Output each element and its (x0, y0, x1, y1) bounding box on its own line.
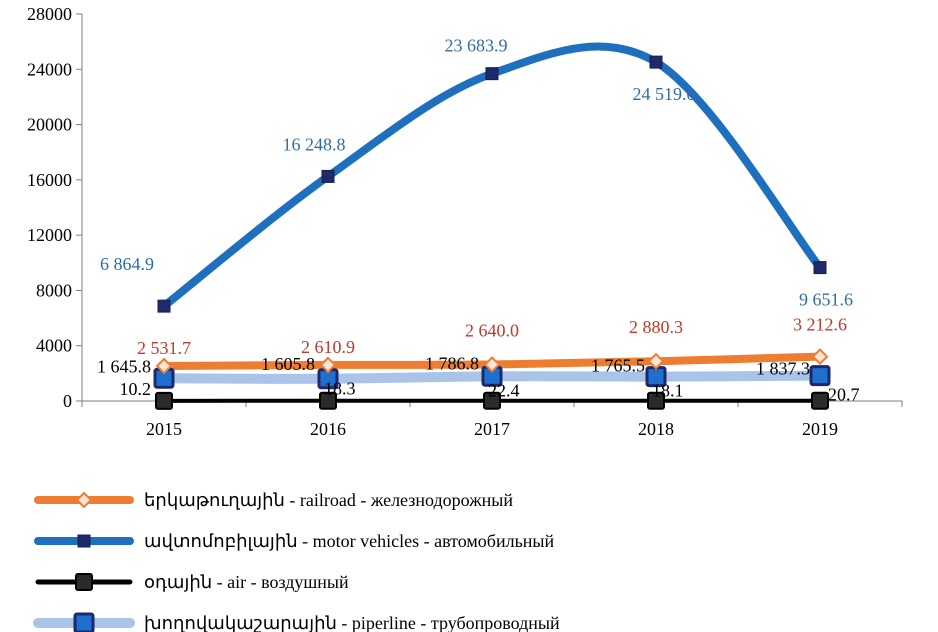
marker-railroad-2018 (647, 352, 665, 370)
marker-motor-2015 (157, 299, 171, 313)
data-label-air: 18.1 (652, 381, 684, 401)
y-axis-ticks: 0 4000 8000 12000 16000 20000 24000 28000 (27, 4, 82, 411)
data-label-pipeline: 1 837.3 (756, 359, 810, 379)
x-tick-label: 2017 (474, 419, 510, 439)
legend-marker-pipeline (73, 612, 95, 632)
x-tick-label: 2016 (310, 419, 346, 439)
data-label-air: 10.2 (120, 379, 152, 399)
marker-motor-2016 (321, 169, 335, 183)
data-label-railroad: 2 880.3 (629, 317, 683, 337)
x-axis-ticks: 2015 2016 2017 2018 2019 (81, 401, 903, 439)
y-tick-label: 28000 (27, 4, 72, 24)
y-tick-label: 12000 (27, 225, 72, 245)
y-tick-label: 0 (63, 391, 72, 411)
series-lines (159, 42, 825, 403)
marker-railroad-2015 (155, 357, 173, 375)
legend-label-railroad: երկաթուղային - railroad - железнодорожны… (144, 490, 513, 510)
marker-air-2016 (319, 391, 337, 410)
data-label-railroad: 3 212.6 (793, 315, 847, 335)
marker-air-2019 (811, 391, 829, 410)
legend-marker-air (75, 573, 93, 591)
data-label-air: 20.7 (828, 385, 860, 405)
marker-railroad-2017 (483, 356, 501, 373)
legend-label-motor: ավտոմոբիլային - motor vehicles - автомоб… (144, 531, 555, 551)
data-label-pipeline: 1 786.8 (425, 353, 479, 373)
data-label-railroad: 2 610.9 (301, 337, 355, 357)
y-tick-label: 4000 (36, 336, 72, 356)
data-label-air: 18.3 (324, 379, 356, 399)
data-label-railroad: 2 531.7 (137, 338, 191, 358)
data-label-motor: 23 683.9 (445, 36, 508, 56)
data-label-motor: 6 864.9 (100, 254, 154, 274)
data-label-railroad: 2 640.0 (465, 321, 519, 341)
series-line-motor (160, 42, 824, 311)
marker-motor-2017 (485, 67, 499, 81)
y-tick-label: 16000 (27, 170, 72, 190)
legend-marker-motor (77, 534, 91, 548)
marker-air-2017 (483, 391, 501, 410)
marker-motor-2018 (649, 55, 663, 69)
legend: երկաթուղային - railroad - железнодорожны… (33, 490, 560, 632)
data-label-motor: 24 519.0 (633, 84, 696, 104)
marker-motor-2019 (813, 261, 827, 275)
data-label-pipeline: 1 765.5 (591, 356, 645, 376)
marker-pipeline-2019 (809, 365, 831, 387)
legend-label-air: օդային - air - воздушный (144, 572, 349, 592)
legend-marker-railroad (75, 491, 93, 509)
marker-railroad-2019 (811, 348, 829, 366)
data-label-motor: 16 248.8 (283, 134, 346, 154)
legend-label-pipeline: խողովակաշարային - piperline - трубопрово… (144, 613, 560, 632)
x-tick-label: 2019 (802, 419, 838, 439)
y-tick-label: 20000 (27, 115, 72, 135)
x-tick-label: 2018 (638, 419, 674, 439)
data-label-motor: 9 651.6 (799, 290, 853, 310)
data-label-pipeline: 1 645.8 (97, 356, 151, 376)
marker-air-2015 (155, 391, 173, 410)
data-labels: 1 645.8 1 605.8 1 786.8 1 765.5 1 837.3 10.2 1… (97, 36, 860, 405)
data-label-air: 22.4 (488, 381, 520, 401)
y-tick-label: 8000 (36, 280, 72, 300)
y-tick-label: 24000 (27, 59, 72, 79)
marker-railroad-2016 (319, 356, 337, 374)
data-label-pipeline: 1 605.8 (261, 354, 315, 374)
marker-air-2018 (647, 391, 665, 410)
series-markers (153, 55, 831, 410)
x-tick-label: 2015 (146, 419, 182, 439)
